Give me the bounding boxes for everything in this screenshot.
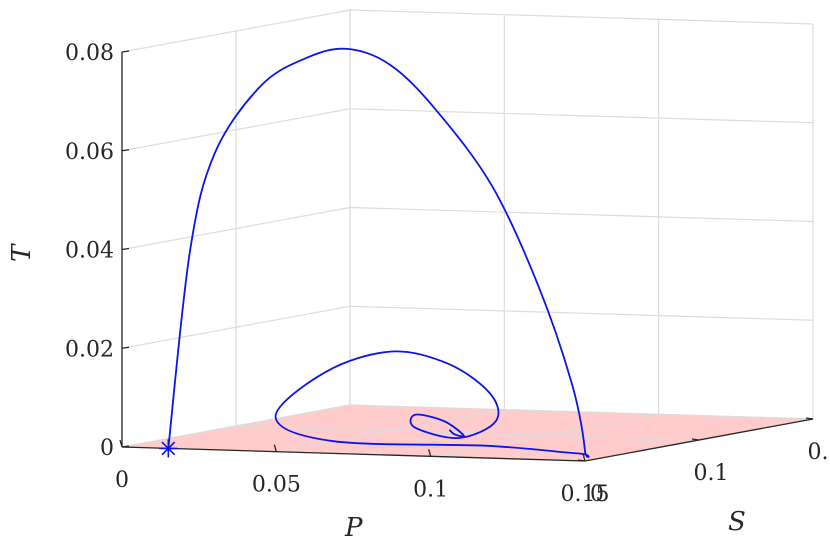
t-tick-label-1: 0.02 xyxy=(65,337,114,362)
s-tick-label-2: 0.2 xyxy=(808,440,830,465)
p-tick-3 xyxy=(582,453,586,462)
z-axis-label: T xyxy=(7,243,37,262)
x-axis-label: P xyxy=(344,513,363,543)
start-marker-0 xyxy=(159,439,178,458)
back-grid-t-3 xyxy=(349,108,814,124)
side-grid-t-4 xyxy=(121,9,351,53)
y-axis-label: S xyxy=(728,507,746,537)
p-tick-label-2: 0.1 xyxy=(413,477,448,502)
s-tick-2 xyxy=(805,417,814,420)
t-tick-label-3: 0.06 xyxy=(65,140,114,165)
trajectory-line-0 xyxy=(167,47,590,458)
markers xyxy=(159,439,178,458)
grid-lines xyxy=(121,9,814,462)
s-tick-label-0: 0 xyxy=(590,482,604,507)
t-tick-4 xyxy=(121,50,130,53)
p-axis-line xyxy=(121,446,586,462)
start-marker-stroke-3 xyxy=(161,441,176,456)
back-grid-t-1 xyxy=(349,305,814,321)
s-tick-label-1: 0.1 xyxy=(694,461,729,486)
back-grid-t-2 xyxy=(349,206,814,223)
t-tick-label-4: 0.08 xyxy=(65,41,114,66)
p-tick-label-1: 0.05 xyxy=(252,473,301,498)
p-tick-1 xyxy=(273,444,277,452)
side-grid-t-2 xyxy=(121,206,351,251)
t-tick-label-0: 0 xyxy=(100,436,114,461)
p-tick-2 xyxy=(428,449,432,457)
s-tick-1 xyxy=(691,438,700,441)
p-tick-label-3: 0.15 xyxy=(561,482,610,507)
side-grid-t-0 xyxy=(121,404,351,448)
back-grid-t-0 xyxy=(349,404,814,420)
axes xyxy=(119,50,814,462)
t-tick-label-2: 0.04 xyxy=(65,239,114,264)
t-tick-1 xyxy=(121,346,130,349)
series xyxy=(167,47,590,458)
back-grid-t-4 xyxy=(349,9,814,25)
side-grid-t-3 xyxy=(121,108,351,152)
p-tick-label-0: 0 xyxy=(115,468,129,493)
side-grid-t-1 xyxy=(121,305,351,349)
t-tick-2 xyxy=(121,247,130,251)
s-tick-0 xyxy=(577,459,586,462)
t-tick-3 xyxy=(121,149,130,152)
p-tick-0 xyxy=(119,439,123,448)
floor-grid-s-1 xyxy=(235,425,700,441)
t-tick-0 xyxy=(121,445,130,448)
